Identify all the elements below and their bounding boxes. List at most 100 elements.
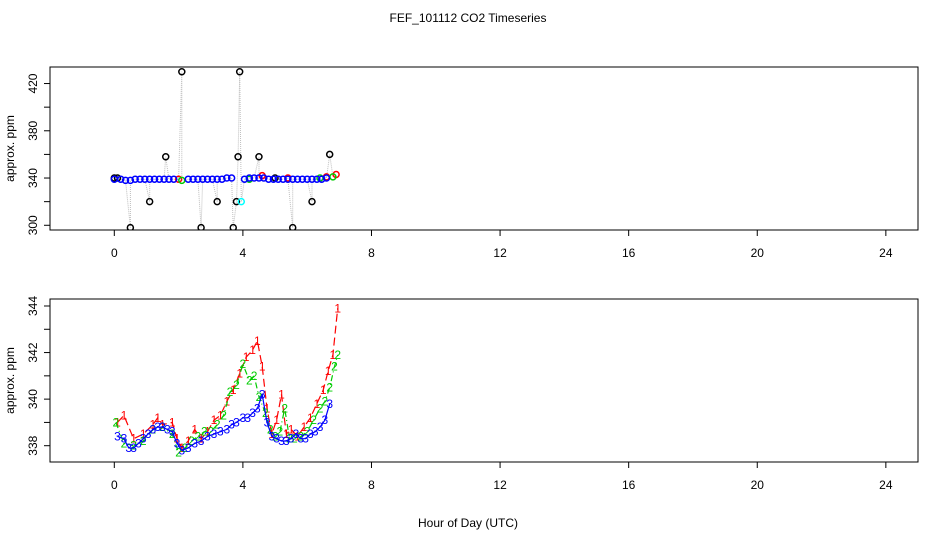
data-point-blue bbox=[155, 175, 164, 183]
series-marker-2: 2 bbox=[297, 429, 304, 443]
series-marker-1: 1 bbox=[211, 413, 218, 427]
data-point-black bbox=[197, 223, 205, 230]
series-marker-1: 1 bbox=[198, 432, 205, 446]
series-marker-1: 1 bbox=[249, 343, 256, 357]
plot-frame bbox=[49, 66, 919, 231]
series-marker-2: 2 bbox=[113, 415, 120, 429]
connecting-line bbox=[113, 71, 337, 228]
y-tick-label: 340 bbox=[26, 389, 40, 409]
data-point-blue bbox=[274, 175, 283, 183]
series-marker-1: 1 bbox=[159, 418, 166, 432]
series-marker-3: 3 bbox=[114, 429, 121, 443]
data-point-black bbox=[308, 197, 316, 206]
series-marker-3: 3 bbox=[268, 429, 275, 443]
series-marker-2: 2 bbox=[317, 401, 324, 415]
series-marker-1: 1 bbox=[334, 301, 341, 315]
x-tick-label: 16 bbox=[622, 246, 636, 260]
series-marker-1: 1 bbox=[273, 413, 280, 427]
series-marker-1: 1 bbox=[217, 408, 224, 422]
series-marker-3: 3 bbox=[233, 415, 240, 429]
series-marker-3: 3 bbox=[297, 432, 304, 446]
series-marker-2: 2 bbox=[188, 434, 195, 448]
series-marker-2: 2 bbox=[214, 418, 221, 432]
y-tick-label: 380 bbox=[26, 120, 40, 140]
series-marker-1: 1 bbox=[236, 367, 243, 381]
data-point-blue bbox=[260, 174, 268, 182]
series-marker-1: 1 bbox=[243, 350, 250, 364]
series-marker-3: 3 bbox=[254, 401, 261, 415]
series-marker-2: 2 bbox=[169, 427, 176, 441]
series-marker-3: 3 bbox=[150, 422, 157, 436]
series-marker-1: 1 bbox=[169, 415, 176, 429]
series-marker-2: 2 bbox=[175, 446, 182, 460]
series-marker-3: 3 bbox=[283, 434, 290, 448]
series-marker-3: 3 bbox=[240, 411, 247, 425]
data-point-black bbox=[145, 197, 154, 206]
series-marker-1: 1 bbox=[264, 401, 271, 415]
data-point-blue bbox=[279, 175, 287, 183]
data-point-black bbox=[255, 153, 263, 161]
series-marker-1: 1 bbox=[320, 383, 327, 397]
series-marker-1: 1 bbox=[121, 408, 128, 422]
y-tick-label: 338 bbox=[26, 435, 40, 455]
series-marker-1: 1 bbox=[301, 420, 308, 434]
series-marker-3: 3 bbox=[288, 432, 295, 446]
data-point-blue bbox=[116, 175, 125, 183]
series-marker-2: 2 bbox=[246, 374, 253, 388]
series-marker-2: 2 bbox=[220, 408, 227, 422]
data-point-blue bbox=[213, 175, 221, 183]
timeseries-panel-top: 0 4 8 12 16 20 24 300 340 380 420 approx. ppm bbox=[3, 66, 919, 260]
series-marker-2: 2 bbox=[121, 436, 128, 450]
data-point-blue bbox=[313, 175, 321, 183]
data-point-black bbox=[161, 153, 170, 161]
series-marker-3: 3 bbox=[326, 397, 333, 411]
data-point-black bbox=[325, 150, 334, 159]
data-point-blue bbox=[227, 174, 236, 182]
series-marker-1: 1 bbox=[307, 411, 314, 425]
series-marker-3: 3 bbox=[312, 425, 319, 439]
data-point-black bbox=[126, 223, 135, 230]
y-tick-label: 420 bbox=[26, 73, 40, 93]
series-marker-1: 1 bbox=[313, 397, 320, 411]
data-point-blue bbox=[203, 175, 212, 183]
series-marker-3: 3 bbox=[244, 411, 251, 425]
series-marker-3: 3 bbox=[174, 436, 181, 450]
series-marker-3: 3 bbox=[125, 441, 132, 455]
data-point-black bbox=[232, 197, 241, 206]
x-tick-label: 12 bbox=[493, 478, 507, 492]
series-marker-1: 1 bbox=[178, 441, 185, 455]
y-tick-label: 342 bbox=[26, 342, 40, 362]
x-tick-label: 8 bbox=[368, 246, 375, 260]
series-marker-3: 3 bbox=[211, 427, 218, 441]
series-marker-3: 3 bbox=[178, 443, 185, 457]
series-marker-1: 1 bbox=[154, 411, 161, 425]
data-point-blue bbox=[150, 175, 159, 183]
series-marker-2: 2 bbox=[182, 441, 189, 455]
data-point-blue bbox=[298, 175, 307, 183]
series-marker-3: 3 bbox=[121, 432, 128, 446]
series-marker-1: 1 bbox=[191, 422, 198, 436]
series-marker-3: 3 bbox=[130, 441, 137, 455]
data-point-blue bbox=[322, 174, 331, 182]
x-tick-label: 16 bbox=[622, 478, 636, 492]
x-axis-label: Hour of Day (UTC) bbox=[418, 516, 518, 530]
series-marker-1: 1 bbox=[330, 348, 337, 362]
series-marker-2: 2 bbox=[227, 385, 234, 399]
x-tick-label: 8 bbox=[368, 478, 375, 492]
y-tick-label: 300 bbox=[26, 215, 40, 235]
series-marker-1: 1 bbox=[259, 360, 266, 374]
x-tick-label: 20 bbox=[751, 478, 765, 492]
x-tick-label: 20 bbox=[751, 246, 765, 260]
series-marker-3: 3 bbox=[204, 429, 211, 443]
series-marker-3: 3 bbox=[249, 406, 256, 420]
data-point-blue bbox=[223, 174, 231, 182]
series-marker-3: 3 bbox=[217, 425, 224, 439]
series-marker-2: 2 bbox=[304, 425, 311, 439]
series-marker-3: 3 bbox=[135, 436, 142, 450]
series-marker-2: 2 bbox=[267, 422, 274, 436]
series-marker-3: 3 bbox=[302, 432, 309, 446]
series-marker-3: 3 bbox=[140, 432, 147, 446]
series-marker-3: 3 bbox=[145, 427, 152, 441]
data-point-blue bbox=[303, 175, 311, 183]
series-marker-3: 3 bbox=[223, 422, 230, 436]
